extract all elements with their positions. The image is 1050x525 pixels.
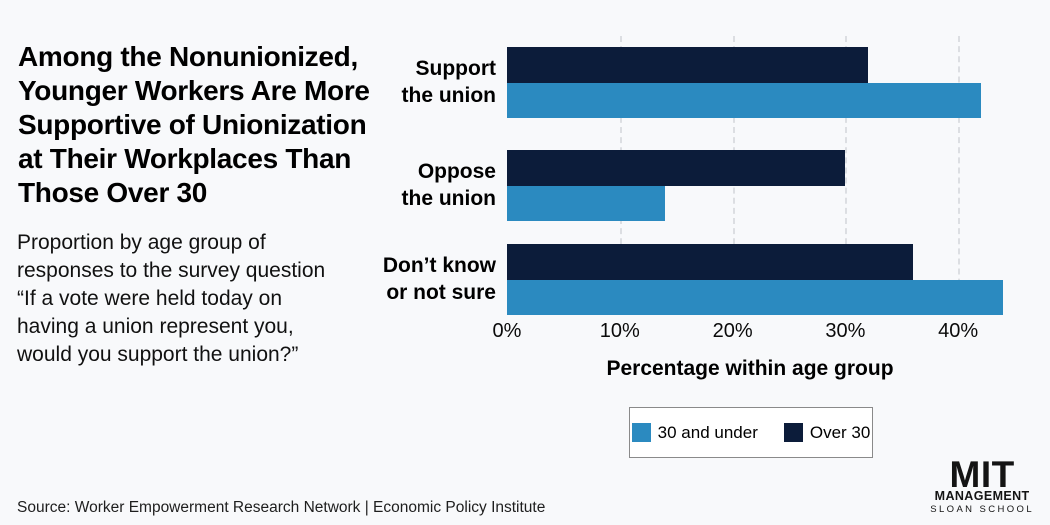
x-axis-title: Percentage within age group [606, 357, 894, 380]
chart-subtitle-line: Proportion by age group of [17, 231, 266, 254]
chart-title-line: Supportive of Unionization [18, 109, 367, 140]
x-tick-label: 0% [492, 320, 522, 342]
bar-30-and-under [507, 280, 1004, 315]
mit-sloan-logo: MIT MANAGEMENT SLOAN SCHOOL [930, 454, 1034, 515]
legend-item: 30 and under [631, 422, 758, 443]
logo-sloan-school-text: SLOAN SCHOOL [930, 504, 1034, 515]
logo-mit-text: MIT [949, 454, 1015, 495]
chart-subtitle-line: responses to the survey question [17, 259, 326, 282]
chart-subtitle-line: would you support the union?” [17, 343, 299, 366]
chart-title-line: at Their Workplaces Than [18, 143, 352, 174]
category-label-line: Don’t know [382, 254, 496, 278]
x-tick-label: 30% [825, 320, 866, 342]
category-label-line: the union [401, 84, 496, 108]
legend-label: Over 30 [809, 422, 871, 442]
category-label: Oppose the union [296, 158, 496, 212]
x-tick-label: 20% [712, 320, 753, 342]
category-label-line: Oppose [417, 160, 496, 184]
x-tick-label: 10% [599, 320, 640, 342]
chart-subtitle-line: having a union represent you, [17, 315, 294, 338]
chart-title: Among the Nonunionized, Younger Workers A… [18, 40, 448, 210]
x-tick-label: 40% [938, 320, 979, 342]
category-label-line: Support [415, 57, 496, 81]
bar-over-30 [507, 47, 868, 83]
grid-line [958, 36, 961, 315]
legend-label: 30 and under [657, 422, 758, 442]
grid-line [845, 36, 848, 315]
category-label-line: the union [401, 187, 496, 211]
category-label: Don’t know or not sure [296, 252, 496, 306]
chart-subtitle: Proportion by age group of responses to t… [17, 229, 417, 369]
bar-over-30 [507, 244, 914, 280]
legend-item: Over 30 [783, 422, 871, 443]
chart-title-line: Younger Workers Are More [18, 75, 370, 106]
source-note: Source: Worker Empowerment Research Netw… [17, 499, 546, 516]
chart-subtitle-line: “If a vote were held today on [17, 287, 282, 310]
legend-swatch [783, 423, 803, 442]
legend: 30 and under Over 30 [629, 407, 873, 458]
category-label-line: or not sure [386, 281, 496, 305]
legend-swatch [631, 423, 651, 442]
chart-title-line: Those Over 30 [18, 177, 208, 208]
bar-30-and-under [507, 186, 665, 221]
chart-title-line: Among the Nonunionized, [18, 41, 358, 72]
category-label: Support the union [296, 55, 496, 109]
bar-30-and-under [507, 83, 981, 118]
bar-over-30 [507, 150, 846, 186]
logo-management-text: MANAGEMENT [934, 489, 1030, 503]
